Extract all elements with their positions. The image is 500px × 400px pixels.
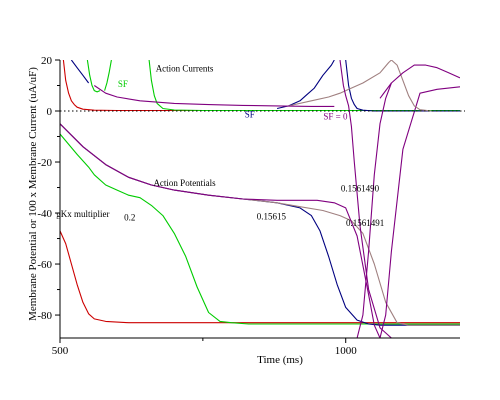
annotation-2: Action Potentials [153, 178, 216, 188]
annotation-10: 0.2 [124, 213, 135, 223]
x-tick-label: 1000 [335, 345, 358, 357]
potential-line-5 [60, 86, 460, 338]
current-line-4-2 [345, 60, 432, 112]
annotation-3: SF [118, 79, 128, 89]
y-axis-title: Membrane Potential or 100 x Membrane Cur… [27, 67, 39, 321]
annotation-9: gKx multiplier [56, 209, 109, 219]
annotations: Action Currents Action Potentials SF SF SF =… [56, 63, 384, 227]
y-tick-label: 20 [41, 55, 53, 67]
y-tick-label: -60 [37, 259, 52, 271]
series-layer [60, 60, 460, 338]
axes: 20 0 -20 -40 -60 -80 500 1000 [37, 55, 460, 357]
annotation-1: Action Currents [156, 63, 214, 73]
y-tick-label: -20 [37, 157, 52, 169]
current-line-3-1 [70, 60, 90, 84]
x-axis-title: Time (ms) [257, 354, 303, 366]
annotation-7: 0.15615 [257, 211, 287, 221]
current-line-2-1 [86, 60, 101, 93]
annotation-6: 0.1561490 [341, 183, 380, 193]
x-tick-label: 500 [52, 345, 69, 357]
current-line-2-2 [104, 60, 112, 91]
annotation-5: SF = 0 [323, 111, 348, 121]
current-line-5-2 [339, 60, 392, 338]
current-line-5-1 [93, 85, 335, 107]
annotation-4: SF [245, 109, 255, 119]
current-line-5-3 [356, 82, 392, 338]
current-line-2-3 [148, 60, 460, 112]
current-line-4-1 [288, 90, 346, 107]
y-tick-label: -40 [37, 208, 52, 220]
current-line-3-3 [345, 60, 460, 112]
current-line-5-4 [379, 64, 460, 99]
annotation-8: 0.1561491 [346, 218, 384, 228]
potential-line-2 [60, 133, 460, 325]
y-tick-label: -80 [37, 310, 52, 322]
y-tick-label: 0 [47, 106, 53, 118]
